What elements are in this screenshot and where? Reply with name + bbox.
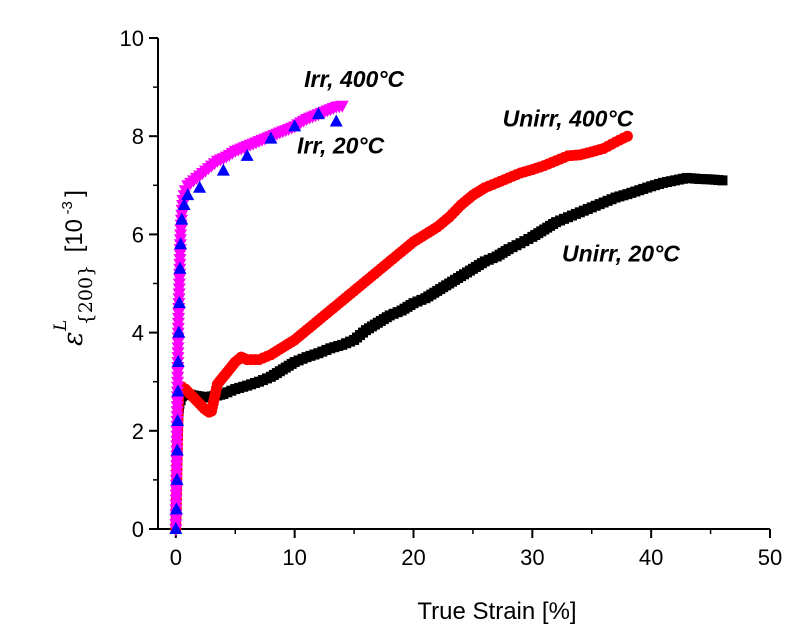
series-annotation: Irr, 20°C	[297, 132, 385, 158]
data-point	[172, 325, 186, 338]
y-axis-symbol: ε	[58, 331, 89, 346]
y-tick-label: 4	[132, 321, 144, 346]
y-tick-label: 2	[132, 419, 144, 444]
y-axis-unit-suffix: ]	[61, 190, 88, 197]
data-point	[170, 443, 184, 456]
data-point	[264, 131, 278, 144]
data-point	[216, 163, 230, 176]
y-axis-subscript: {200}	[75, 265, 97, 325]
x-tick-label: 10	[282, 545, 306, 570]
data-point	[173, 261, 187, 274]
data-point	[177, 197, 191, 210]
series-annotation: Unirr, 400°C	[503, 105, 634, 131]
data-point	[171, 384, 185, 397]
data-point	[193, 180, 207, 193]
data-point	[717, 175, 728, 186]
data-point	[621, 130, 633, 142]
x-tick-label: 40	[639, 545, 663, 570]
y-axis-superscript: L	[51, 320, 71, 332]
data-point	[288, 119, 302, 132]
data-point	[329, 114, 343, 127]
data-point	[172, 296, 186, 309]
data-point	[169, 522, 183, 534]
x-tick-label: 50	[758, 545, 782, 570]
x-tick-label: 0	[170, 545, 182, 570]
x-axis-title: True Strain [%]	[417, 598, 576, 625]
y-tick-label: 0	[132, 517, 144, 542]
data-point	[240, 148, 254, 161]
y-tick-label: 6	[132, 222, 144, 247]
data-point	[171, 413, 185, 426]
x-tick-label: 30	[520, 545, 544, 570]
x-tick-label: 20	[401, 545, 425, 570]
series-layer	[169, 100, 728, 536]
axes: 0 10 20 30 40 50 0 2 4 6 8 10	[120, 26, 783, 570]
data-point	[174, 237, 188, 250]
data-point	[169, 502, 183, 515]
series-unirr-400-c	[170, 130, 633, 535]
series-annotation: Unirr, 20°C	[562, 240, 680, 266]
data-point	[175, 212, 189, 225]
data-point	[311, 107, 325, 120]
y-tick-label: 10	[120, 26, 144, 51]
data-point	[181, 188, 195, 201]
y-tick-label: 8	[132, 124, 144, 149]
data-point	[335, 100, 349, 113]
y-axis-unit-prefix: [10	[61, 219, 88, 252]
series-annotation: Irr, 400°C	[304, 66, 404, 92]
annotations: Irr, 400°C Irr, 20°C Unirr, 400°C Unirr, 20…	[297, 66, 680, 266]
y-axis-unit-exponent: -3	[59, 201, 76, 214]
svg-text:ε L {200} [1: ε L {200} [10 -3 ]	[51, 190, 97, 346]
data-point	[170, 472, 184, 485]
series-irr-20-c	[169, 107, 343, 534]
y-axis-title: ε L {200} [10 -3 ]	[51, 190, 97, 346]
data-point	[171, 355, 185, 368]
series-unirr-20-c	[170, 172, 728, 534]
